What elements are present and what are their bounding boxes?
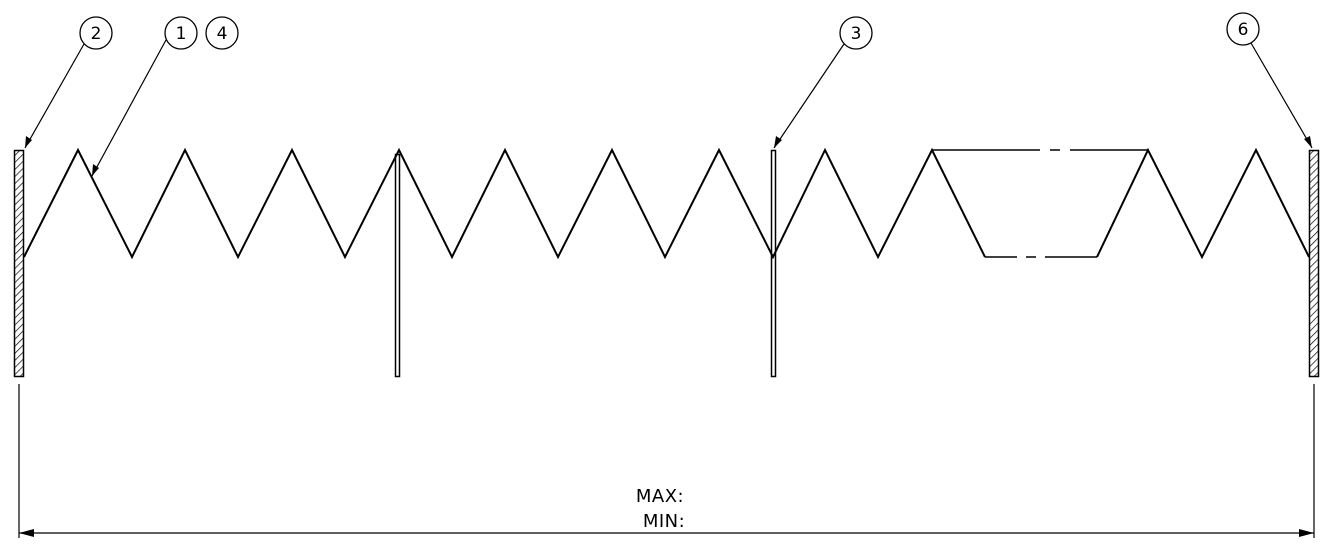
dimension-arrow-icon [1299, 529, 1314, 537]
leader-arrow-icon [773, 43, 845, 149]
balloon-4-label: 4 [217, 24, 228, 44]
balloon-3-label: 3 [851, 24, 862, 44]
overall-length-dimension [19, 529, 1314, 537]
balloon-6-label: 6 [1238, 20, 1249, 40]
balloon-1-label: 1 [176, 24, 187, 44]
intermediate-ring-right [770, 149, 777, 378]
leader-arrow-icon [24, 43, 85, 149]
balloon-6: 6 [1226, 12, 1313, 149]
balloon-1: 1 [91, 16, 198, 177]
balloon-2: 2 [24, 16, 113, 149]
intermediate-ring-left [394, 153, 401, 378]
right-end-flange [1308, 149, 1320, 378]
bellows-folds-continued [1096, 147, 1310, 260]
extension-lines [18, 384, 1315, 538]
dimension-max-label: MAX: [636, 486, 684, 507]
dimension-min-label: MIN: [643, 511, 685, 532]
leader-arrow-icon [91, 39, 167, 177]
left-end-flange [13, 149, 25, 378]
balloon-2-label: 2 [91, 24, 102, 44]
balloon-3: 3 [773, 16, 873, 149]
bellows-folds [23, 147, 986, 260]
dimension-arrow-icon [19, 529, 34, 537]
balloon-4: 4 [205, 16, 239, 50]
leader-arrow-icon [1250, 42, 1313, 149]
break-lines [932, 149, 1148, 258]
